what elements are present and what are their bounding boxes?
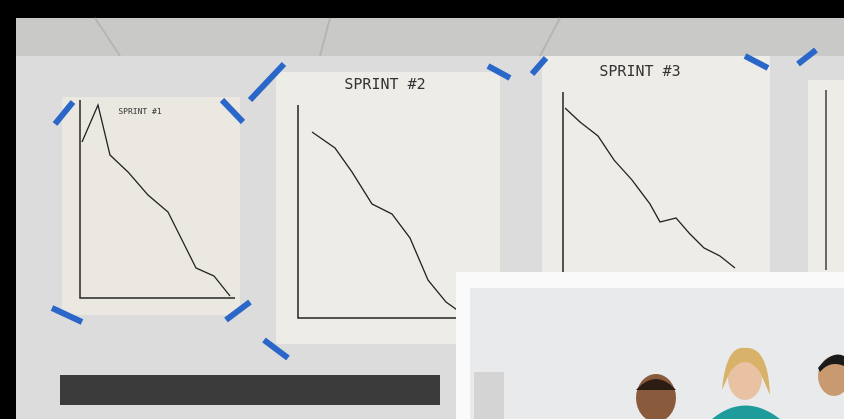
ceiling	[16, 18, 844, 56]
photo: SPRINT #1 SPRINT #2 SPRINT #3	[0, 0, 844, 419]
paper	[542, 56, 770, 292]
sheet-title: SPRINT #2	[344, 75, 425, 93]
sheet: SPRINT #3	[542, 56, 770, 292]
sheet-title: SPRINT #3	[599, 62, 680, 80]
page: {"sheets": [{"title": "SPRINT #1"}, {"ti…	[0, 0, 844, 419]
paper	[62, 97, 240, 315]
sheet-title: SPRINT #1	[118, 107, 162, 116]
board	[60, 375, 440, 405]
inset-photo	[456, 272, 844, 419]
chair	[474, 372, 504, 419]
sheet: SPRINT #1	[62, 97, 240, 315]
